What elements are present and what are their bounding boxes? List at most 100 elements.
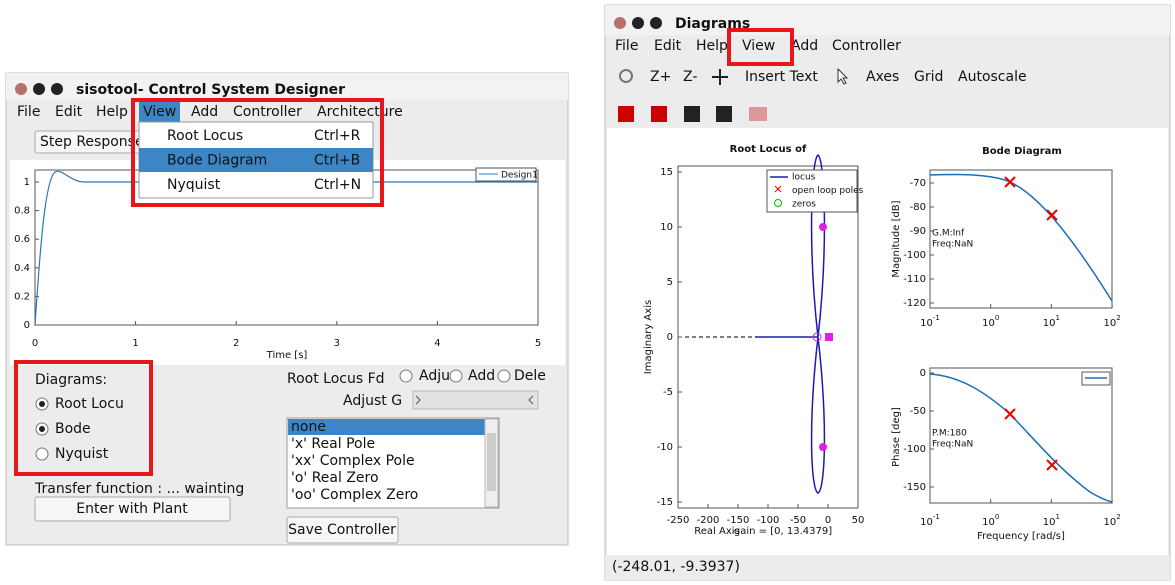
menu-item[interactable]: Add <box>791 38 818 54</box>
list-item[interactable]: 'xx' Complex Pole <box>291 453 415 469</box>
menu-shortcut: Ctrl+N <box>314 177 361 193</box>
x-tick-label: 100 <box>982 314 999 329</box>
y-axis-label: Imaginary Axis <box>643 300 654 374</box>
menu-item[interactable]: Controller <box>233 104 302 120</box>
menu-option[interactable]: Root Locus <box>167 128 243 144</box>
list-item[interactable]: 'oo' Complex Zero <box>291 487 418 503</box>
menu-item[interactable]: File <box>17 104 40 120</box>
menu-item[interactable]: Architecture <box>317 104 403 120</box>
slider[interactable] <box>412 390 539 410</box>
y-tick-label: 0.8 <box>14 206 30 217</box>
close-button[interactable] <box>15 83 27 95</box>
title-bar <box>605 5 1170 35</box>
toolbar-item[interactable]: Z+ <box>650 69 671 85</box>
toolbar-item[interactable]: Z- <box>683 69 697 85</box>
y-tick-label: -10 <box>657 442 673 453</box>
menu-item[interactable]: Help <box>696 38 728 54</box>
pole-tool[interactable] <box>618 106 634 122</box>
complex-zero-tool[interactable] <box>716 106 732 122</box>
radio[interactable] <box>449 369 463 383</box>
tick-exponent: 0 <box>995 513 999 521</box>
menu-highlight <box>139 101 180 123</box>
maximize-button[interactable] <box>650 17 662 29</box>
x-axis-label: Time [s] <box>266 350 308 361</box>
menu-item[interactable]: Help <box>96 104 128 120</box>
menu-item[interactable]: File <box>615 38 638 54</box>
radio-label[interactable]: Dele <box>514 368 546 384</box>
scroll-thumb[interactable] <box>487 433 496 491</box>
radio-label[interactable]: Add <box>468 368 495 384</box>
gain-marker <box>819 223 827 231</box>
phase-curve <box>929 373 1113 503</box>
axes <box>929 367 1113 504</box>
radio[interactable] <box>35 447 49 461</box>
legend-label: zeros <box>792 200 816 210</box>
menu-item[interactable]: Add <box>191 104 218 120</box>
menu-item[interactable]: Controller <box>832 38 901 54</box>
button[interactable] <box>34 496 231 522</box>
status-text: Transfer function : ... wainting <box>34 481 244 497</box>
highlight-box <box>727 28 794 66</box>
y-tick-label: 5 <box>667 277 673 288</box>
radio[interactable] <box>497 369 511 383</box>
list-item[interactable]: 'x' Real Pole <box>291 436 375 452</box>
toolbar-icons <box>618 106 767 122</box>
annotation: Freq:NaN <box>932 240 973 250</box>
y-tick-label: 0 <box>24 320 30 331</box>
radio-label[interactable]: Bode <box>55 421 91 437</box>
highlight-box <box>131 98 384 207</box>
slider-arrows <box>415 395 534 405</box>
x-tick-label: 101 <box>1043 513 1060 528</box>
x-tick-label: -150 <box>727 515 750 526</box>
menu-option[interactable]: Bode Diagram <box>167 153 267 169</box>
rotate-icon[interactable] <box>619 69 633 83</box>
minimize-button[interactable] <box>632 17 644 29</box>
legend <box>475 167 537 182</box>
list-item[interactable]: none <box>291 419 326 435</box>
x-tick-label: 0 <box>32 338 38 349</box>
button[interactable] <box>286 516 399 544</box>
axes <box>929 169 1113 309</box>
x-tick-label: -100 <box>757 515 780 526</box>
x-axis-label: Real Axis <box>694 526 739 537</box>
close-button[interactable] <box>614 17 626 29</box>
list-item[interactable]: 'o' Real Zero <box>291 470 379 486</box>
zero-tool[interactable] <box>651 106 667 122</box>
menu-item[interactable]: Edit <box>55 104 83 120</box>
x-tick-label: -200 <box>697 515 720 526</box>
plot-title: Bode Diagram <box>982 146 1062 157</box>
radio-dot <box>39 426 45 432</box>
radio[interactable] <box>399 369 413 383</box>
toolbar-item[interactable]: Insert Text <box>745 69 818 85</box>
x-tick-label: 50 <box>852 515 865 526</box>
menu-item[interactable]: Edit <box>654 38 682 54</box>
tick-exponent: -1 <box>933 314 940 322</box>
tick-base: 10 <box>1103 318 1116 329</box>
radio-label[interactable]: Adju <box>419 368 450 384</box>
window-title: sisotool- Control System Designer <box>76 82 345 98</box>
radio-label[interactable]: Root Locu <box>55 396 124 412</box>
button-label: Step Response <box>40 134 144 150</box>
radio-label[interactable]: Nyquist <box>55 446 109 462</box>
complex-pole-tool[interactable] <box>684 106 700 122</box>
list-selection <box>288 419 485 435</box>
gain-marker <box>819 443 827 451</box>
menu-option[interactable]: Nyquist <box>167 177 221 193</box>
minimize-button[interactable] <box>33 83 45 95</box>
y-tick-label: -150 <box>903 482 926 493</box>
y-tick-label: 1 <box>24 177 30 188</box>
toolbar-item[interactable]: Grid <box>914 69 943 85</box>
toolbar-item[interactable]: Autoscale <box>958 69 1027 85</box>
maximize-button[interactable] <box>51 83 63 95</box>
y-tick-label: 0.4 <box>14 263 30 274</box>
toolbar-item[interactable]: Axes <box>866 69 899 85</box>
menu-item[interactable]: View <box>742 38 775 54</box>
cursor-icon[interactable] <box>837 67 849 85</box>
erase-tool[interactable] <box>749 107 767 121</box>
legend-cross <box>774 185 782 193</box>
annotation: Freq:NaN <box>932 440 973 450</box>
y-tick-label: -90 <box>910 226 926 237</box>
pan-icon[interactable] <box>712 69 728 85</box>
menu-item[interactable]: View <box>143 104 176 120</box>
group-label: Diagrams: <box>35 372 107 388</box>
